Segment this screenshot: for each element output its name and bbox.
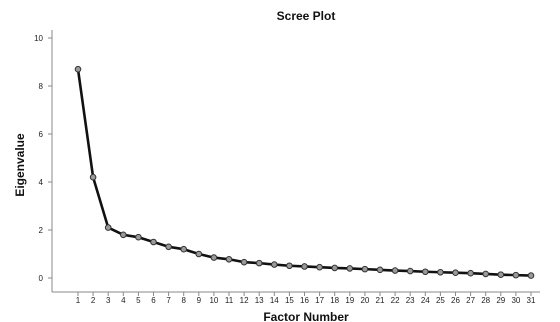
x-tick-label: 3 bbox=[106, 296, 111, 305]
y-tick-label: 8 bbox=[39, 82, 44, 91]
eigenvalue-point bbox=[346, 265, 354, 272]
y-tick-label: 0 bbox=[39, 274, 44, 283]
eigenvalue-point bbox=[120, 231, 127, 239]
x-tick-label: 7 bbox=[166, 296, 171, 305]
x-tick-label: 18 bbox=[330, 296, 339, 305]
x-axis-title: Factor Number bbox=[263, 310, 349, 322]
eigenvalue-point bbox=[391, 267, 399, 274]
eigenvalue-point bbox=[482, 270, 490, 278]
y-tick-label: 2 bbox=[39, 226, 44, 235]
x-tick-label: 9 bbox=[197, 296, 202, 305]
x-tick-label: 25 bbox=[436, 296, 445, 305]
eigenvalue-point bbox=[361, 265, 369, 273]
x-tick-label: 13 bbox=[255, 296, 264, 305]
eigenvalue-point bbox=[165, 243, 172, 251]
eigenvalue-point bbox=[452, 269, 459, 277]
x-tick-label: 31 bbox=[527, 296, 536, 305]
eigenvalue-point bbox=[376, 266, 384, 274]
x-tick-label: 28 bbox=[481, 296, 490, 305]
x-tick-label: 20 bbox=[360, 296, 369, 305]
eigenvalue-point bbox=[74, 65, 82, 73]
x-tick-label: 10 bbox=[209, 296, 218, 305]
x-tick-label: 11 bbox=[225, 296, 234, 305]
eigenvalue-point bbox=[180, 245, 187, 253]
eigenvalue-points bbox=[74, 65, 535, 279]
y-axis-ticks: 0 2 4 6 8 10 bbox=[34, 34, 52, 283]
x-tick-label: 15 bbox=[285, 296, 294, 305]
x-tick-label: 26 bbox=[451, 296, 460, 305]
eigenvalue-point bbox=[240, 258, 248, 266]
eigenvalue-point bbox=[331, 264, 339, 272]
eigenvalue-point bbox=[255, 259, 263, 267]
x-axis-ticks: 1 2 3 4 5 6 7 8 9 10 11 12 13 14 15 16 17 18 19 20 21 22 23 24 2… bbox=[76, 292, 536, 305]
eigenvalue-point bbox=[210, 254, 218, 261]
x-tick-label: 1 bbox=[76, 296, 81, 305]
eigenvalue-point bbox=[316, 263, 323, 271]
eigenvalue-point bbox=[286, 262, 293, 270]
eigenvalue-point bbox=[135, 233, 142, 241]
y-tick-label: 4 bbox=[39, 178, 44, 187]
x-tick-label: 30 bbox=[511, 296, 520, 305]
x-tick-label: 14 bbox=[270, 296, 279, 305]
y-tick-label: 6 bbox=[39, 130, 44, 139]
eigenvalue-series-line bbox=[76, 67, 533, 277]
eigenvalue-point bbox=[89, 173, 97, 181]
x-tick-label: 12 bbox=[240, 296, 249, 305]
x-tick-label: 6 bbox=[151, 296, 156, 305]
x-tick-label: 2 bbox=[91, 296, 96, 305]
eigenvalue-point bbox=[467, 269, 474, 277]
eigenvalue-point bbox=[406, 267, 414, 275]
eigenvalue-point bbox=[422, 268, 429, 276]
eigenvalue-point bbox=[104, 224, 112, 231]
x-tick-label: 5 bbox=[136, 296, 141, 305]
x-tick-label: 24 bbox=[421, 296, 430, 305]
x-tick-label: 21 bbox=[376, 296, 385, 305]
y-tick-label: 10 bbox=[34, 34, 43, 43]
x-tick-label: 16 bbox=[300, 296, 309, 305]
eigenvalue-point bbox=[301, 263, 308, 270]
x-tick-label: 22 bbox=[391, 296, 400, 305]
eigenvalue-point bbox=[271, 261, 278, 268]
x-tick-label: 29 bbox=[496, 296, 505, 305]
eigenvalue-point bbox=[150, 238, 157, 246]
x-tick-label: 27 bbox=[466, 296, 475, 305]
eigenvalue-point bbox=[527, 272, 535, 279]
x-tick-label: 19 bbox=[345, 296, 354, 305]
eigenvalue-point bbox=[437, 268, 444, 276]
x-tick-label: 17 bbox=[315, 296, 324, 305]
eigenvalue-point bbox=[195, 250, 203, 258]
eigenvalue-point bbox=[497, 271, 505, 278]
y-axis-title: Eigenvalue bbox=[13, 133, 27, 197]
eigenvalue-point bbox=[512, 271, 520, 279]
x-tick-label: 23 bbox=[406, 296, 415, 305]
x-tick-label: 4 bbox=[121, 296, 126, 305]
x-tick-label: 8 bbox=[181, 296, 186, 305]
eigenvalue-point bbox=[225, 255, 233, 263]
chart-title: Scree Plot bbox=[277, 9, 336, 23]
